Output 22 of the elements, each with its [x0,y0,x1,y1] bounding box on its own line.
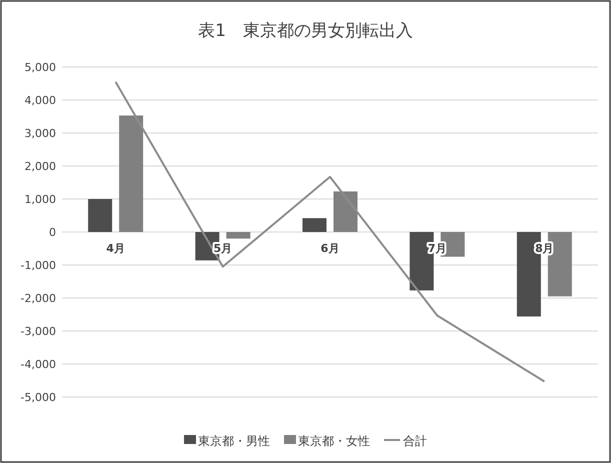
y-tick-label: 4,000 [24,94,56,107]
y-tick-label: -2,000 [20,292,56,305]
y-tick-label: 3,000 [24,127,56,140]
legend-label: 東京都・女性 [298,434,370,448]
x-tick-label: 6月 [320,242,340,255]
legend-label: 合計 [403,434,427,448]
y-tick-label: 5,000 [24,61,56,74]
bar [88,199,112,232]
y-tick-label: 0 [49,226,56,239]
y-tick-label: 1,000 [24,193,56,206]
y-tick-label: -1,000 [20,259,56,272]
y-tick-label: -3,000 [20,325,56,338]
y-tick-label: 2,000 [24,160,56,173]
bar [302,218,326,232]
y-tick-label: -5,000 [20,391,56,404]
bar [226,232,250,239]
legend-label: 東京都・男性 [198,434,270,448]
bar [334,191,358,232]
x-tick-label: 4月 [106,242,125,255]
chart-title: 表1 東京都の男女別転出入 [198,21,413,41]
bar [119,116,144,232]
y-tick-label: -4,000 [20,358,56,371]
